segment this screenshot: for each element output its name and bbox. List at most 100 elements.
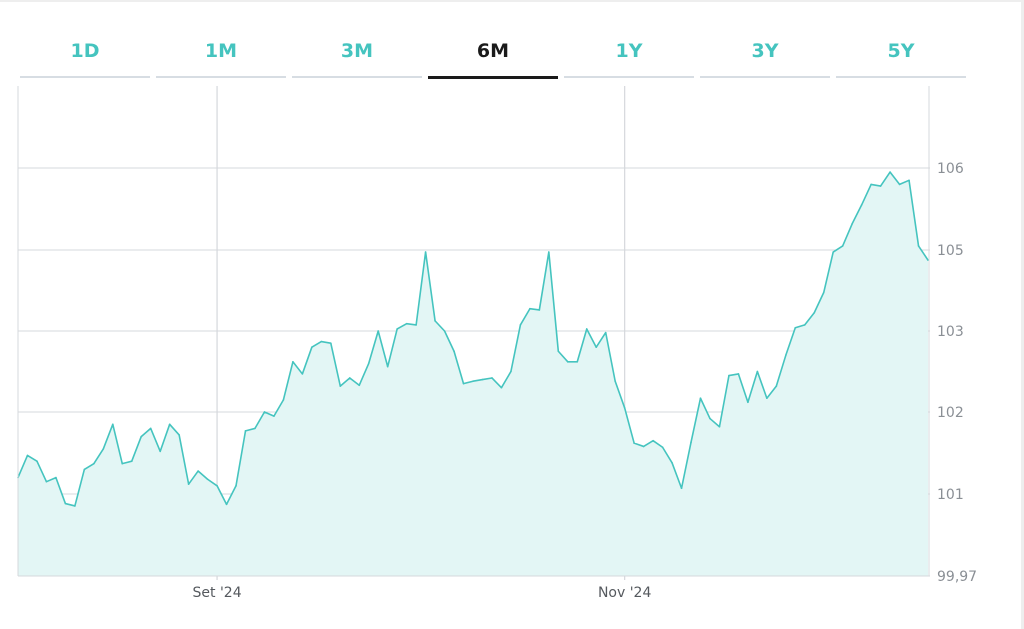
data-point (699, 397, 702, 400)
data-point (235, 485, 237, 487)
x-tick-label: Set '24 (193, 585, 242, 601)
data-point (377, 330, 380, 332)
data-point (851, 222, 853, 225)
data-point (102, 448, 105, 450)
data-point (917, 245, 920, 247)
data-point (453, 350, 455, 353)
data-point (111, 423, 114, 426)
data-point (462, 382, 465, 385)
data-point (178, 434, 180, 436)
data-point (168, 423, 171, 426)
tab-3m[interactable]: 3M (292, 30, 422, 78)
data-point (510, 370, 512, 373)
data-point (339, 385, 342, 387)
data-point (225, 503, 228, 506)
data-point (718, 425, 721, 428)
tab-underline (156, 76, 286, 78)
data-point (529, 307, 531, 310)
x-tick-label: Nov '24 (598, 585, 652, 601)
data-point (737, 373, 740, 375)
data-point (434, 320, 436, 322)
series-area-fill (18, 172, 928, 576)
y-tick-label: 106 (937, 161, 964, 177)
data-point (216, 485, 218, 487)
data-point (292, 360, 294, 363)
data-point (330, 342, 332, 344)
data-point (348, 377, 351, 379)
data-point (64, 502, 67, 505)
tab-underline (20, 76, 150, 78)
y-tick-label: 105 (937, 243, 964, 259)
data-point (661, 446, 664, 449)
data-point (472, 380, 474, 383)
tab-label: 3M (340, 40, 374, 62)
data-point (443, 330, 446, 332)
data-point (557, 350, 560, 353)
data-point (149, 427, 152, 430)
tab-3y[interactable]: 3Y (700, 30, 830, 78)
data-point (775, 385, 778, 387)
data-point (690, 441, 692, 444)
tab-underline (700, 76, 830, 78)
data-point (538, 309, 541, 311)
data-point (93, 462, 95, 465)
data-point (832, 251, 835, 253)
data-point (396, 328, 398, 330)
data-point (320, 340, 323, 343)
chart-axis (17, 86, 930, 577)
right-edge (1021, 0, 1024, 629)
tab-1y[interactable]: 1Y (564, 30, 694, 78)
tab-label: 3Y (751, 40, 779, 62)
tab-underline (292, 76, 422, 78)
data-point (415, 324, 417, 326)
data-point (121, 462, 124, 465)
data-point (197, 470, 199, 472)
data-point (481, 378, 484, 381)
data-point (74, 505, 76, 507)
y-tick-label: 99,97 (937, 569, 977, 585)
data-point (813, 311, 816, 314)
tab-underline (428, 76, 558, 79)
y-tick-label: 101 (937, 487, 964, 503)
data-point (130, 460, 133, 463)
data-point (424, 251, 427, 253)
data-point (405, 322, 408, 325)
data-point (206, 478, 209, 481)
data-point (595, 346, 598, 349)
data-point (55, 476, 57, 479)
data-point (301, 373, 304, 375)
tab-label: 5Y (887, 40, 915, 62)
data-point (879, 185, 882, 187)
data-point (803, 324, 806, 326)
y-tick-label: 103 (937, 324, 964, 340)
data-point (585, 328, 588, 330)
data-point (386, 365, 389, 368)
tab-1d[interactable]: 1D (20, 30, 150, 78)
tab-label: 1M (204, 40, 238, 62)
data-point (273, 415, 275, 417)
data-point (36, 460, 38, 463)
data-point (633, 442, 635, 444)
data-point (576, 360, 579, 363)
data-point (642, 445, 645, 448)
data-point (671, 462, 673, 464)
data-point (491, 377, 493, 379)
tab-6m[interactable]: 6M (428, 30, 558, 79)
tab-label: 6M (476, 40, 510, 62)
tab-underline (564, 76, 694, 78)
data-point (244, 430, 247, 432)
data-point (841, 245, 844, 247)
data-point (822, 291, 825, 294)
tab-1m[interactable]: 1M (156, 30, 286, 78)
data-point (548, 251, 550, 253)
data-point (566, 360, 569, 363)
data-point (680, 487, 683, 490)
data-point (254, 427, 256, 430)
top-edge (0, 0, 1024, 2)
data-point (756, 370, 759, 373)
data-point (709, 417, 711, 420)
data-point (367, 362, 370, 365)
tab-5y[interactable]: 5Y (836, 30, 966, 78)
data-point (747, 401, 749, 404)
